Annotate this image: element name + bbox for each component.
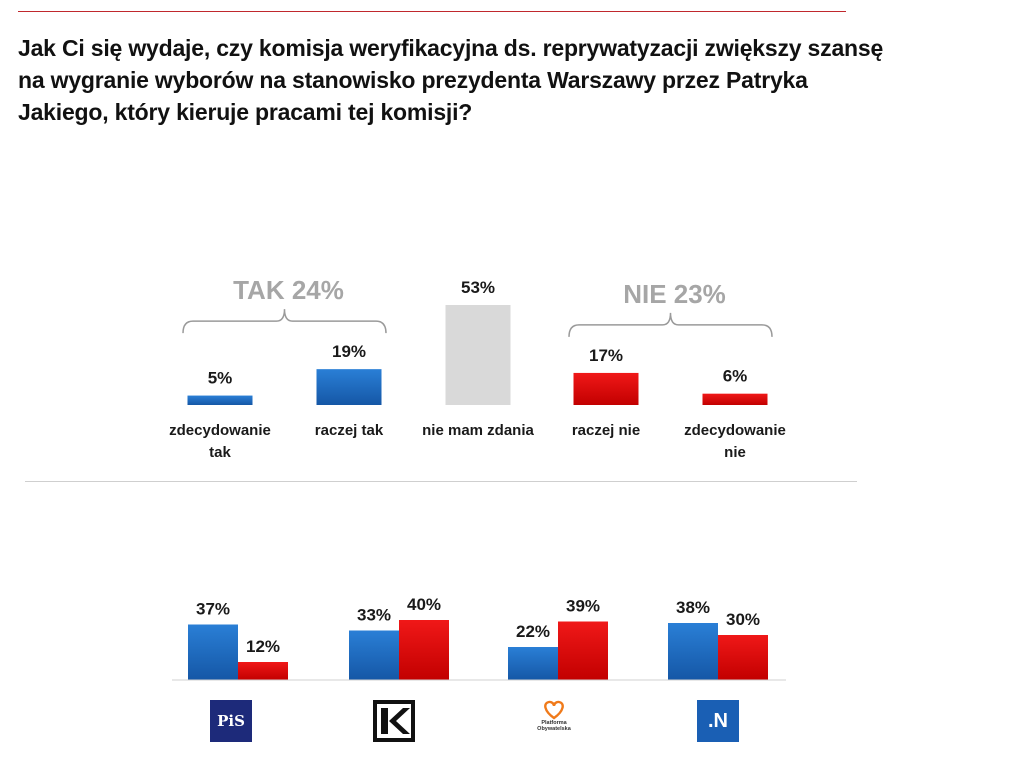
party-bar-3-tak bbox=[668, 623, 718, 680]
po-heart-icon bbox=[544, 700, 564, 720]
category-label-1-0: raczej tak bbox=[315, 422, 384, 439]
po-logo-caption-2: Obywatelska bbox=[537, 726, 571, 732]
category-label-3-0: raczej nie bbox=[572, 422, 640, 439]
bar-2 bbox=[445, 305, 511, 405]
party-value-0-nie: 12% bbox=[246, 637, 280, 656]
party-bar-1-nie bbox=[399, 620, 449, 680]
section-divider bbox=[25, 481, 857, 482]
party-value-1-tak: 33% bbox=[357, 606, 391, 625]
party-bar-0-tak bbox=[188, 624, 238, 680]
party-bar-2-tak bbox=[508, 647, 558, 680]
nowoczesna-logo-text: .N bbox=[708, 709, 728, 732]
value-label-0: 5% bbox=[208, 369, 233, 388]
party-value-0-tak: 37% bbox=[196, 600, 230, 619]
party-value-3-nie: 30% bbox=[726, 610, 760, 629]
group-bracket-1 bbox=[568, 312, 773, 337]
party-value-1-nie: 40% bbox=[407, 595, 441, 614]
pis-logo-text: PiS bbox=[217, 712, 245, 730]
top-accent-rule bbox=[18, 11, 846, 12]
category-label-2-0: nie mam zdania bbox=[422, 422, 534, 439]
category-label-4-1: nie bbox=[724, 444, 746, 461]
question-title: Jak Ci się wydaje, czy komisja weryfikac… bbox=[18, 35, 884, 125]
group-label-0: TAK 24% bbox=[233, 275, 344, 305]
group-label-1: NIE 23% bbox=[623, 279, 726, 309]
party-value-2-tak: 22% bbox=[516, 622, 550, 641]
party-bar-3-nie bbox=[718, 635, 768, 680]
bar-4 bbox=[702, 393, 768, 405]
bar-1 bbox=[316, 369, 382, 405]
pis-logo: PiS bbox=[210, 700, 252, 742]
category-label-0-1: tak bbox=[209, 444, 231, 461]
kukiz-logo bbox=[373, 700, 415, 742]
party-breakdown-chart: 37% 12% 33% 40% 22% 39% 38% 30% bbox=[172, 595, 786, 681]
party-value-2-nie: 39% bbox=[566, 597, 600, 616]
nowoczesna-logo: .N bbox=[697, 700, 739, 742]
kukiz-x-icon bbox=[381, 708, 410, 734]
value-label-3: 17% bbox=[589, 346, 623, 365]
party-value-3-tak: 38% bbox=[676, 598, 710, 617]
category-label-0-0: zdecydowanie bbox=[169, 422, 271, 439]
party-bar-0-nie bbox=[238, 662, 288, 680]
group-bracket-0 bbox=[182, 309, 387, 334]
party-bar-1-tak bbox=[349, 630, 399, 680]
value-label-1: 19% bbox=[332, 342, 366, 361]
value-label-4: 6% bbox=[723, 367, 748, 386]
bar-3 bbox=[573, 372, 639, 405]
po-logo-caption-1: Platforma bbox=[541, 720, 567, 726]
opinion-distribution-chart: 5% zdecydowanie tak 19% raczej tak 53% nie mam… bbox=[169, 275, 786, 461]
category-label-4-0: zdecydowanie bbox=[684, 422, 786, 439]
party-bar-2-nie bbox=[558, 621, 608, 680]
po-logo: Platforma Obywatelska bbox=[533, 700, 575, 742]
bar-0 bbox=[187, 395, 253, 405]
value-label-2: 53% bbox=[461, 278, 495, 297]
